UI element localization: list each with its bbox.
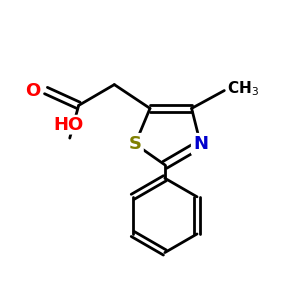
Text: CH$_3$: CH$_3$ <box>227 80 259 98</box>
Text: O: O <box>26 82 40 100</box>
Text: S: S <box>129 135 142 153</box>
Text: HO: HO <box>53 116 83 134</box>
Text: N: N <box>193 135 208 153</box>
